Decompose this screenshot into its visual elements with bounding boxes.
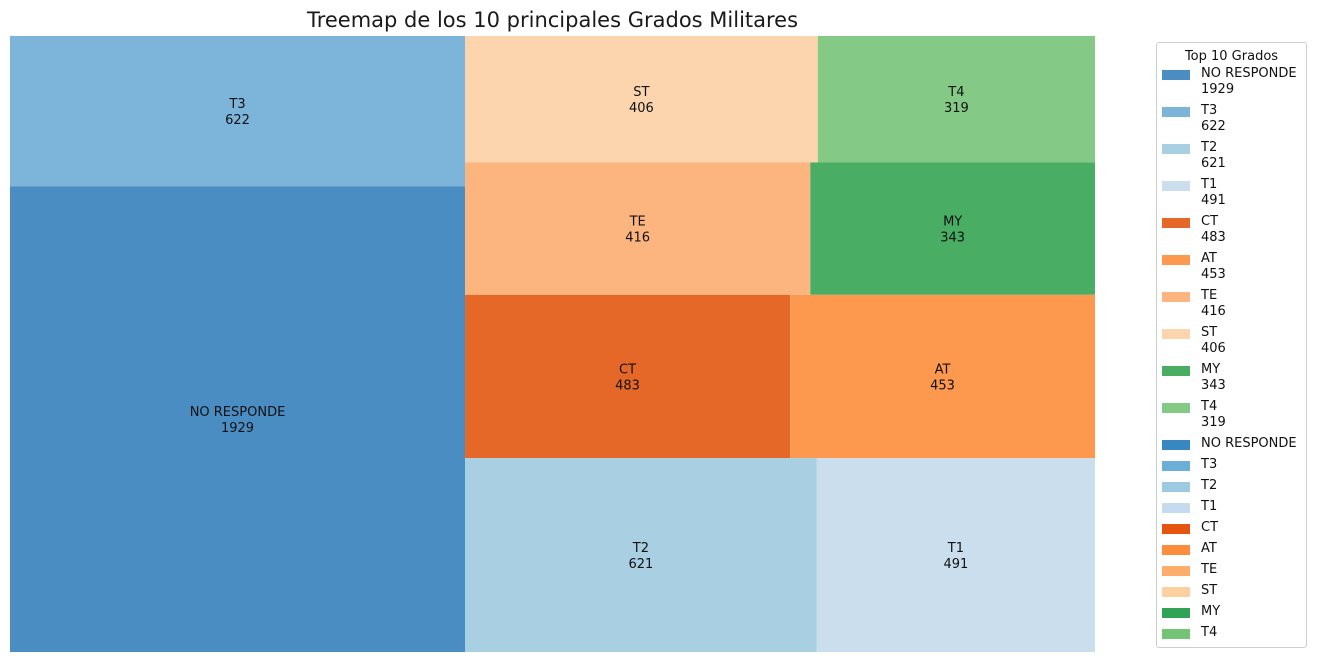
legend-swatch: [1162, 566, 1190, 576]
legend-label: T4: [1201, 625, 1218, 640]
legend-label: AT 453: [1201, 251, 1226, 282]
legend-item: T4 319: [1157, 399, 1306, 436]
legend-swatch: [1162, 144, 1190, 154]
legend-swatch: [1162, 366, 1190, 376]
tile-at: [790, 294, 1095, 459]
tile-label-st: ST 406: [629, 85, 654, 116]
legend-item: T1: [1157, 499, 1306, 520]
legend-label: CT 483: [1201, 214, 1226, 245]
legend-swatch: [1162, 70, 1190, 80]
legend-item: NO RESPONDE 1929: [1157, 66, 1306, 103]
legend-swatch: [1162, 482, 1190, 492]
legend-swatch: [1162, 629, 1190, 639]
legend-label: ST: [1201, 583, 1218, 598]
legend-label: AT: [1201, 541, 1217, 556]
legend-label: T3: [1201, 457, 1218, 472]
legend-item: CT 483: [1157, 214, 1306, 251]
legend-swatch: [1162, 255, 1190, 265]
legend-item: CT: [1157, 520, 1306, 541]
legend-item: AT 453: [1157, 251, 1306, 288]
legend-item: MY: [1157, 604, 1306, 625]
legend-swatch: [1162, 461, 1190, 471]
legend-label: TE: [1201, 562, 1218, 577]
legend-label: MY: [1201, 604, 1221, 619]
legend-item: ST 406: [1157, 325, 1306, 362]
legend-label: T1: [1201, 499, 1218, 514]
tile-label-t3: T3 622: [225, 97, 250, 128]
tile-t2: [465, 458, 817, 652]
legend-item: T3 622: [1157, 103, 1306, 140]
treemap-plot: T3 622 NO RESPONDE 1929 ST 406 T4 319 TE 416 MY 343…: [10, 36, 1095, 653]
legend-item: T1 491: [1157, 177, 1306, 214]
chart-title: Treemap de los 10 principales Grados Mil…: [306, 8, 799, 32]
legend-label: T2: [1201, 478, 1218, 493]
legend-item: AT: [1157, 541, 1306, 562]
legend-item: ST: [1157, 583, 1306, 604]
tile-label-at: AT 453: [930, 362, 955, 393]
legend-item: T2 621: [1157, 140, 1306, 177]
legend-label: NO RESPONDE 1929: [1201, 66, 1297, 97]
legend-swatch: [1162, 403, 1190, 413]
legend-swatch: [1162, 329, 1190, 339]
legend-label: MY 343: [1201, 362, 1226, 393]
legend-swatch: [1162, 218, 1190, 228]
legend-item: T3: [1157, 457, 1306, 478]
legend-label: T3 622: [1201, 103, 1226, 134]
tile-t3: [10, 36, 466, 187]
tile-label-te: TE 416: [625, 215, 650, 246]
legend-label: T2 621: [1201, 140, 1226, 171]
tile-label-no-responde: NO RESPONDE 1929: [190, 405, 286, 436]
legend-item: T4: [1157, 625, 1306, 646]
legend-label: T4 319: [1201, 399, 1226, 430]
legend-items: NO RESPONDE 1929 T3 622 T2 621 T1 491 CT 483…: [1157, 66, 1306, 646]
legend-label: NO RESPONDE: [1201, 436, 1297, 451]
tile-t4: [817, 36, 1095, 163]
tile-label-t1: T1 491: [944, 541, 969, 572]
tile-st: [465, 36, 818, 163]
legend-item: MY 343: [1157, 362, 1306, 399]
legend-swatch: [1162, 107, 1190, 117]
legend-swatch: [1162, 524, 1190, 534]
tile-label-ct: CT 483: [615, 362, 640, 393]
legend-item: TE: [1157, 562, 1306, 583]
tile-no-responde: [10, 186, 466, 653]
tile-label-t4: T4 319: [944, 85, 969, 116]
legend-item: T2: [1157, 478, 1306, 499]
legend-swatch: [1162, 440, 1190, 450]
tile-label-t2: T2 621: [629, 541, 654, 572]
tile-label-my: MY 343: [940, 215, 965, 246]
tile-ct: [465, 294, 791, 459]
legend-item: NO RESPONDE: [1157, 436, 1306, 457]
legend-label: ST 406: [1201, 325, 1226, 356]
tile-my: [810, 162, 1095, 295]
legend-swatch: [1162, 292, 1190, 302]
legend-item: TE 416: [1157, 288, 1306, 325]
tile-te: [465, 162, 811, 295]
legend-title: Top 10 Grados: [1184, 49, 1279, 64]
tile-t1: [816, 458, 1095, 652]
legend-swatch: [1162, 608, 1190, 618]
legend: Top 10 Grados NO RESPONDE 1929 T3 622 T2 6…: [1156, 42, 1307, 648]
legend-label: TE 416: [1201, 288, 1226, 319]
legend-swatch: [1162, 503, 1190, 513]
legend-swatch: [1162, 587, 1190, 597]
legend-swatch: [1162, 545, 1190, 555]
legend-label: CT: [1201, 520, 1219, 535]
legend-swatch: [1162, 181, 1190, 191]
legend-label: T1 491: [1201, 177, 1226, 208]
